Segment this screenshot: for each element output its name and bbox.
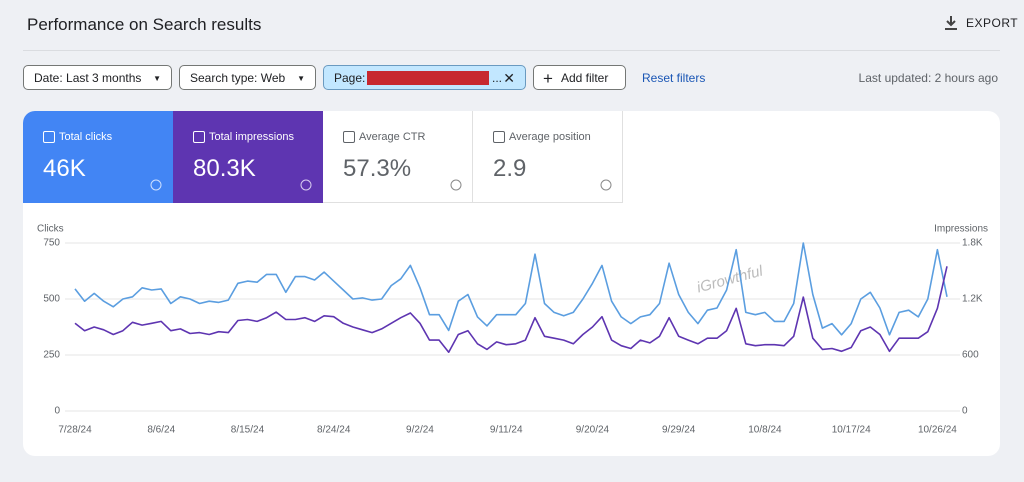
metric-clicks[interactable]: Total clicks 46K bbox=[23, 111, 173, 203]
y-axis-title: Clicks bbox=[37, 224, 64, 235]
y2-tick-label: 600 bbox=[962, 350, 979, 361]
x-tick-label: 10/17/24 bbox=[832, 425, 871, 436]
download-icon bbox=[945, 16, 957, 30]
y-tick-label: 0 bbox=[54, 406, 60, 417]
x-tick-label: 8/15/24 bbox=[231, 425, 265, 436]
export-label: EXPORT bbox=[966, 16, 1019, 30]
watermark: iGrowthful bbox=[695, 262, 765, 296]
metric-label: Average position bbox=[509, 131, 591, 143]
y2-tick-label: 1.2K bbox=[962, 294, 983, 305]
last-updated: Last updated: 2 hours ago bbox=[858, 71, 998, 85]
search-type-filter[interactable]: Search type: Web ▼ bbox=[179, 65, 316, 90]
redaction bbox=[367, 71, 489, 85]
date-filter[interactable]: Date: Last 3 months ▼ bbox=[23, 65, 172, 90]
metric-value: 57.3% bbox=[343, 155, 412, 182]
x-tick-label: 9/2/24 bbox=[406, 425, 434, 436]
y-tick-label: 500 bbox=[43, 294, 60, 305]
metric-ctr[interactable]: Average CTR 57.3% bbox=[323, 111, 473, 203]
metric-label: Average CTR bbox=[359, 131, 426, 143]
x-tick-label: 9/11/24 bbox=[490, 425, 523, 436]
x-tick-label: 8/6/24 bbox=[147, 425, 175, 436]
metric-label: Total clicks bbox=[59, 131, 113, 143]
page-title: Performance on Search results bbox=[27, 15, 262, 34]
page-filter-ellipsis: ... bbox=[492, 71, 503, 85]
x-tick-label: 10/26/24 bbox=[918, 425, 957, 436]
y2-tick-label: 0 bbox=[962, 406, 968, 417]
search-type-label: Search type: Web bbox=[190, 71, 286, 85]
series-line bbox=[74, 242, 948, 336]
metric-value: 80.3K bbox=[193, 155, 256, 182]
y-tick-label: 750 bbox=[43, 238, 60, 249]
y2-tick-label: 1.8K bbox=[962, 238, 983, 249]
series-line bbox=[74, 266, 948, 353]
add-filter-label: Add filter bbox=[561, 71, 609, 85]
metric-value: 46K bbox=[43, 155, 86, 182]
y-tick-label: 250 bbox=[43, 350, 60, 361]
page-filter[interactable]: Page: ... ✕ bbox=[323, 65, 526, 90]
metric-impressions[interactable]: Total impressions 80.3K bbox=[173, 111, 323, 203]
x-tick-label: 8/24/24 bbox=[317, 425, 351, 436]
x-tick-label: 9/29/24 bbox=[662, 425, 696, 436]
page-filter-label: Page: bbox=[334, 71, 366, 85]
x-tick-label: 10/8/24 bbox=[748, 425, 782, 436]
divider bbox=[23, 50, 1000, 51]
metric-label: Total impressions bbox=[209, 131, 294, 143]
reset-filters[interactable]: Reset filters bbox=[642, 71, 706, 85]
x-tick-label: 9/20/24 bbox=[576, 425, 610, 436]
export-button[interactable]: EXPORT bbox=[944, 16, 1018, 30]
y2-axis-title: Impressions bbox=[934, 224, 988, 235]
date-filter-label: Date: Last 3 months bbox=[34, 71, 142, 85]
add-filter[interactable]: + Add filter bbox=[533, 65, 626, 90]
x-tick-label: 7/28/24 bbox=[58, 425, 92, 436]
metric-value: 2.9 bbox=[493, 155, 527, 182]
metric-position[interactable]: Average position 2.9 bbox=[473, 111, 623, 203]
